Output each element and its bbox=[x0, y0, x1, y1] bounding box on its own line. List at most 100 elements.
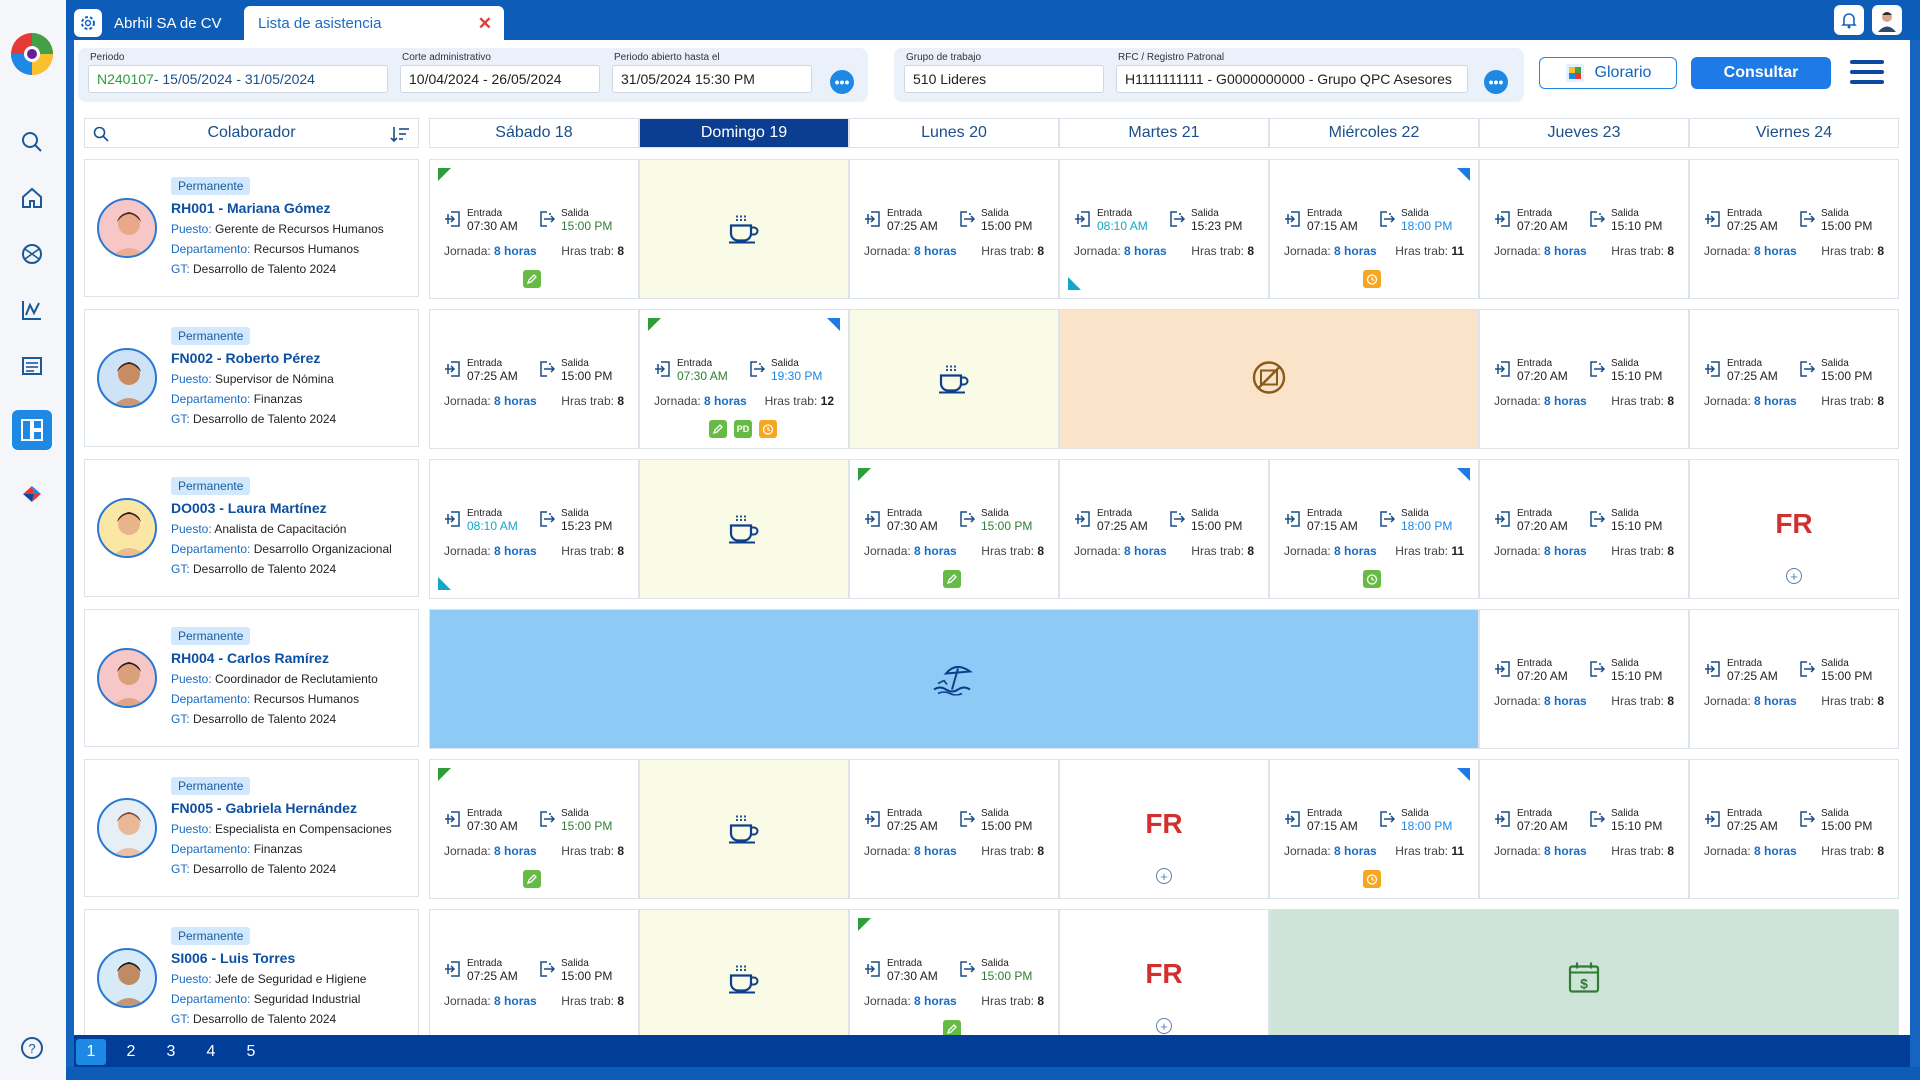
page-2[interactable]: 2 bbox=[126, 1043, 136, 1060]
employee-card[interactable]: Permanente FN002 - Roberto Pérez Puesto: S… bbox=[84, 309, 419, 447]
attendance-cell[interactable]: Entrada 07:25 AM Salida 15:00 PM Jornada: 8 … bbox=[1689, 309, 1899, 449]
close-icon[interactable]: ✕ bbox=[477, 14, 492, 33]
attendance-cell[interactable]: Entrada 07:30 AM Salida 15:00 PM Jornada: 8 … bbox=[429, 159, 639, 299]
day-header[interactable]: Miércoles 22 bbox=[1269, 118, 1479, 148]
page-5[interactable]: 5 bbox=[246, 1043, 256, 1060]
attendance-cell[interactable] bbox=[849, 309, 1059, 449]
attendance-cell[interactable]: Entrada 07:20 AM Salida 15:10 PM Jornada: 8 … bbox=[1479, 159, 1689, 299]
colaborador-header[interactable]: Colaborador bbox=[84, 118, 419, 148]
attendance-cell[interactable]: Entrada 07:30 AM Salida 15:00 PM Jornada: 8 … bbox=[429, 759, 639, 899]
page-4[interactable]: 4 bbox=[206, 1043, 216, 1060]
overtime-clock-icon[interactable] bbox=[1363, 270, 1381, 288]
tab-attendance-list[interactable]: Lista de asistencia ✕ bbox=[244, 6, 504, 40]
entrada-block: Entrada 07:20 AM bbox=[1494, 208, 1568, 233]
edit-icon[interactable] bbox=[709, 420, 727, 438]
page-3[interactable]: 3 bbox=[166, 1043, 176, 1060]
attendance-cell[interactable]: Entrada 07:25 AM Salida 15:00 PM Jornada: 8 … bbox=[429, 909, 639, 1049]
corte-field[interactable]: 10/04/2024 - 26/05/2024 bbox=[400, 65, 600, 93]
employee-card[interactable]: Permanente RH001 - Mariana Gómez Puesto: G… bbox=[84, 159, 419, 297]
attendance-cell[interactable]: FR + bbox=[1689, 459, 1899, 599]
dashboard-icon[interactable] bbox=[12, 410, 52, 450]
user-avatar[interactable] bbox=[1872, 5, 1902, 35]
attendance-cell[interactable]: Entrada 07:30 AM Salida 15:00 PM Jornada: 8 … bbox=[849, 459, 1059, 599]
attendance-cell[interactable]: Entrada 07:15 AM Salida 18:00 PM Jornada: 8 … bbox=[1269, 159, 1479, 299]
attendance-cell[interactable] bbox=[429, 609, 1479, 749]
attendance-cell[interactable]: Entrada 07:20 AM Salida 15:10 PM Jornada: 8 … bbox=[1479, 459, 1689, 599]
employee-card[interactable]: Permanente SI006 - Luis Torres Puesto: Jef… bbox=[84, 909, 419, 1047]
rfc-label: RFC / Registro Patronal bbox=[1118, 52, 1225, 63]
sort-icon[interactable] bbox=[390, 125, 410, 143]
edit-icon[interactable] bbox=[523, 870, 541, 888]
edit-icon[interactable] bbox=[943, 1020, 961, 1038]
attendance-cell[interactable] bbox=[639, 909, 849, 1049]
home-icon[interactable] bbox=[14, 180, 50, 216]
search-icon[interactable] bbox=[93, 126, 109, 142]
attendance-cell[interactable]: Entrada 07:25 AM Salida 15:00 PM Jornada: 8 … bbox=[1059, 459, 1269, 599]
page-1[interactable]: 1 bbox=[76, 1039, 106, 1065]
jornada-value: 8 horas bbox=[494, 244, 537, 258]
entrada-text: Entrada 08:10 AM bbox=[1097, 208, 1148, 233]
attendance-cell[interactable]: Entrada 07:25 AM Salida 15:00 PM Jornada: 8 … bbox=[1689, 759, 1899, 899]
attendance-cell[interactable]: Entrada 07:30 AM Salida 15:00 PM Jornada: 8 … bbox=[849, 909, 1059, 1049]
bell-icon[interactable] bbox=[1834, 5, 1864, 35]
glossary-button[interactable]: Glorario bbox=[1539, 57, 1677, 89]
attendance-cell[interactable] bbox=[639, 759, 849, 899]
attendance-cell[interactable]: Entrada 08:10 AM Salida 15:23 PM Jornada: 8 … bbox=[1059, 159, 1269, 299]
day-header[interactable]: Martes 21 bbox=[1059, 118, 1269, 148]
jornada-line: Jornada: 8 horas bbox=[864, 844, 957, 858]
day-header[interactable]: Sábado 18 bbox=[429, 118, 639, 148]
day-header[interactable]: Jueves 23 bbox=[1479, 118, 1689, 148]
overtime-clock-icon[interactable] bbox=[1363, 870, 1381, 888]
network-icon[interactable] bbox=[14, 236, 50, 272]
attendance-cell[interactable] bbox=[1059, 309, 1479, 449]
attendance-cell[interactable]: FR + bbox=[1059, 909, 1269, 1049]
app-logo[interactable] bbox=[10, 32, 54, 76]
attendance-cell[interactable]: Entrada 07:25 AM Salida 15:00 PM Jornada: 8 … bbox=[849, 159, 1059, 299]
more-group-button[interactable]: ••• bbox=[1484, 70, 1508, 94]
attendance-cell[interactable]: Entrada 08:10 AM Salida 15:23 PM Jornada: 8 … bbox=[429, 459, 639, 599]
overtime-clock-icon[interactable] bbox=[759, 420, 777, 438]
tab-company[interactable]: Abrhil SA de CV bbox=[74, 6, 234, 40]
employee-card[interactable]: Permanente DO003 - Laura Martínez Puesto: … bbox=[84, 459, 419, 597]
menu-icon[interactable] bbox=[1850, 60, 1884, 86]
employee-card[interactable]: Permanente FN005 - Gabriela Hernández Pues… bbox=[84, 759, 419, 897]
attendance-cell[interactable]: Entrada 07:25 AM Salida 15:00 PM Jornada: 8 … bbox=[1689, 609, 1899, 749]
rfc-field[interactable]: H1111111111 - G0000000000 - Grupo QPC As… bbox=[1116, 65, 1468, 93]
gear-icon[interactable] bbox=[74, 9, 102, 37]
attendance-cell[interactable]: Entrada 07:15 AM Salida 18:00 PM Jornada: 8 … bbox=[1269, 459, 1479, 599]
abierto-field[interactable]: 31/05/2024 15:30 PM bbox=[612, 65, 812, 93]
corner-flag-green bbox=[648, 318, 661, 331]
day-header[interactable]: Domingo 19 bbox=[639, 118, 849, 148]
chart-icon[interactable] bbox=[14, 292, 50, 328]
attendance-cell[interactable]: Entrada 07:15 AM Salida 18:00 PM Jornada: 8 … bbox=[1269, 759, 1479, 899]
edit-icon[interactable] bbox=[943, 570, 961, 588]
day-header[interactable]: Lunes 20 bbox=[849, 118, 1059, 148]
brand-icon[interactable] bbox=[14, 476, 50, 512]
attendance-cell[interactable]: Entrada 07:25 AM Salida 15:00 PM Jornada: 8 … bbox=[429, 309, 639, 449]
attendance-cell[interactable]: Entrada 07:20 AM Salida 15:10 PM Jornada: 8 … bbox=[1479, 309, 1689, 449]
attendance-cell[interactable]: FR + bbox=[1059, 759, 1269, 899]
attendance-cell[interactable]: Entrada 07:20 AM Salida 15:10 PM Jornada: 8 … bbox=[1479, 759, 1689, 899]
add-icon[interactable]: + bbox=[1786, 568, 1802, 584]
document-icon[interactable] bbox=[14, 348, 50, 384]
periodo-field[interactable]: N240107 - 15/05/2024 - 31/05/2024 bbox=[88, 65, 388, 93]
employee-card[interactable]: Permanente RH004 - Carlos Ramírez Puesto: … bbox=[84, 609, 419, 747]
attendance-cell[interactable]: Entrada 07:20 AM Salida 15:10 PM Jornada: 8 … bbox=[1479, 609, 1689, 749]
attendance-cell[interactable]: $ bbox=[1269, 909, 1899, 1049]
attendance-cell[interactable] bbox=[639, 459, 849, 599]
add-icon[interactable]: + bbox=[1156, 868, 1172, 884]
day-header[interactable]: Viernes 24 bbox=[1689, 118, 1899, 148]
consultar-button[interactable]: Consultar bbox=[1691, 57, 1831, 89]
attendance-cell[interactable]: Entrada 07:25 AM Salida 15:00 PM Jornada: 8 … bbox=[1689, 159, 1899, 299]
edit-icon[interactable] bbox=[523, 270, 541, 288]
help-icon[interactable]: ? bbox=[14, 1030, 50, 1066]
pd-badge[interactable]: PD bbox=[734, 420, 752, 438]
grupo-field[interactable]: 510 Lideres bbox=[904, 65, 1104, 93]
attendance-cell[interactable]: Entrada 07:25 AM Salida 15:00 PM Jornada: 8 … bbox=[849, 759, 1059, 899]
approved-clock-icon[interactable] bbox=[1363, 570, 1381, 588]
more-period-button[interactable]: ••• bbox=[830, 70, 854, 94]
search-icon[interactable] bbox=[14, 124, 50, 160]
attendance-cell[interactable] bbox=[639, 159, 849, 299]
add-icon[interactable]: + bbox=[1156, 1018, 1172, 1034]
attendance-cell[interactable]: Entrada 07:30 AM Salida 19:30 PM Jornada: 8 … bbox=[639, 309, 849, 449]
